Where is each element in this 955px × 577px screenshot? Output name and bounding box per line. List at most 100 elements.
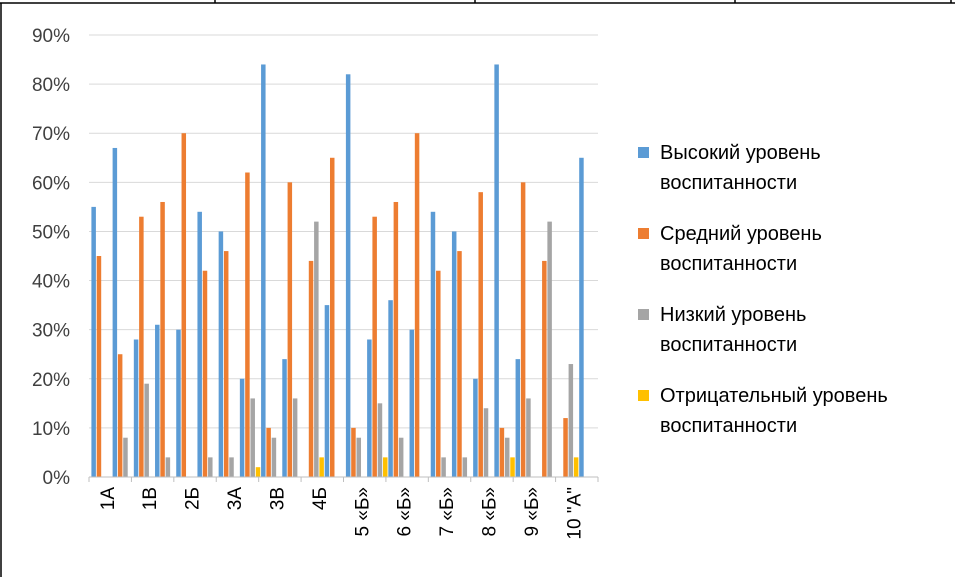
category-label: 3А bbox=[225, 487, 246, 511]
bar bbox=[255, 467, 261, 477]
bar bbox=[208, 457, 213, 477]
legend-label: воспитанности bbox=[660, 172, 797, 194]
legend-label: Низкий уровень bbox=[660, 304, 806, 326]
y-tick-label: 90% bbox=[32, 26, 70, 47]
bar bbox=[383, 457, 388, 477]
category-label: 4Б bbox=[310, 487, 331, 510]
y-tick-label: 40% bbox=[32, 272, 70, 293]
category-label: 8 «Б» bbox=[480, 487, 501, 536]
bar bbox=[271, 437, 277, 477]
category-label: 6 «Б» bbox=[395, 487, 416, 536]
bar bbox=[292, 398, 298, 477]
legend-label: воспитанности bbox=[660, 415, 797, 437]
y-tick-label: 70% bbox=[32, 124, 70, 145]
bar bbox=[377, 403, 383, 477]
bar bbox=[261, 64, 266, 477]
bar bbox=[250, 398, 255, 477]
bar bbox=[287, 182, 293, 477]
bar bbox=[372, 216, 377, 477]
bar bbox=[329, 157, 335, 477]
legend: Высокий уровень воспитанности Средний уров… bbox=[638, 142, 888, 437]
category-label: 2Б bbox=[183, 487, 204, 510]
legend-label: Средний уровень bbox=[660, 223, 822, 245]
bar bbox=[229, 457, 234, 477]
y-tick-label: 30% bbox=[32, 321, 70, 342]
bar bbox=[563, 418, 568, 477]
bar bbox=[393, 201, 399, 478]
bar bbox=[409, 329, 415, 477]
y-tick-label: 20% bbox=[32, 370, 70, 391]
bar bbox=[510, 457, 515, 477]
bar bbox=[245, 172, 250, 477]
y-tick-label: 50% bbox=[32, 222, 70, 243]
category-label: 1А bbox=[98, 487, 119, 511]
bar bbox=[499, 427, 505, 477]
bar bbox=[398, 437, 404, 477]
bar bbox=[462, 457, 468, 477]
legend-label: воспитанности bbox=[660, 334, 797, 356]
bar bbox=[345, 74, 351, 477]
bar bbox=[430, 211, 436, 478]
bar bbox=[133, 339, 139, 477]
legend-swatch bbox=[638, 309, 649, 320]
bar bbox=[165, 457, 171, 477]
bars bbox=[91, 64, 584, 478]
bar bbox=[520, 182, 526, 477]
y-tick-label: 10% bbox=[32, 419, 70, 440]
bar bbox=[451, 231, 457, 477]
y-tick-label: 80% bbox=[32, 75, 70, 96]
bar bbox=[223, 251, 229, 477]
y-axis-ticks: 0% 10% 20% 30% 40% 50% 60% 70% 80% 90% bbox=[32, 26, 70, 489]
category-label: 9 «Б» bbox=[522, 487, 543, 536]
bar bbox=[473, 378, 478, 477]
bar bbox=[308, 260, 314, 477]
bar bbox=[112, 147, 118, 477]
legend-label: воспитанности bbox=[660, 253, 797, 275]
bar bbox=[324, 305, 330, 477]
bar bbox=[218, 231, 224, 477]
bar bbox=[160, 201, 165, 478]
category-label: 1В bbox=[140, 487, 161, 510]
bar bbox=[351, 427, 356, 477]
bar bbox=[526, 398, 531, 477]
bar bbox=[457, 251, 462, 477]
bar bbox=[266, 427, 271, 477]
legend-swatch bbox=[638, 228, 649, 239]
bar bbox=[568, 364, 574, 477]
bar bbox=[356, 437, 362, 477]
bar bbox=[547, 221, 552, 477]
bar bbox=[117, 354, 123, 477]
legend-label: Отрицательный уровень bbox=[660, 385, 888, 407]
bar bbox=[483, 408, 489, 477]
y-tick-label: 60% bbox=[32, 173, 70, 194]
bar bbox=[542, 260, 547, 477]
category-label: 7 «Б» bbox=[437, 487, 458, 536]
category-label: 5 «Б» bbox=[352, 487, 373, 536]
bar bbox=[123, 437, 128, 477]
bar bbox=[144, 383, 149, 477]
bar bbox=[96, 256, 102, 477]
bar bbox=[314, 221, 319, 477]
bar bbox=[202, 270, 208, 477]
bar bbox=[239, 378, 245, 477]
x-axis bbox=[88, 476, 599, 482]
bar bbox=[91, 206, 96, 477]
bar bbox=[181, 133, 187, 477]
bar bbox=[414, 133, 420, 477]
bar bbox=[367, 339, 372, 477]
bar bbox=[436, 270, 441, 477]
bar bbox=[515, 359, 521, 477]
bar bbox=[197, 211, 202, 478]
bar bbox=[176, 329, 181, 477]
bar bbox=[504, 437, 510, 477]
bar bbox=[573, 457, 579, 477]
bar bbox=[388, 300, 393, 477]
gridlines bbox=[89, 34, 598, 429]
category-label: 3В bbox=[268, 487, 289, 510]
bar bbox=[494, 64, 499, 477]
legend-swatch bbox=[638, 147, 649, 158]
legend-label: Высокий уровень bbox=[660, 142, 821, 164]
bar bbox=[579, 157, 584, 477]
